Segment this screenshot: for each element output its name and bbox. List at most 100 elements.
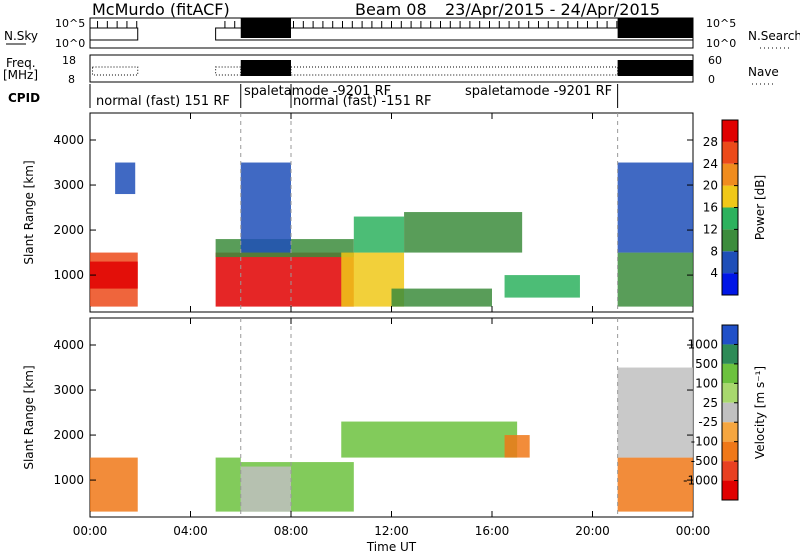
xtick-label: 04:00 [173,524,208,538]
velocity-colorbar-label: 500 [695,357,718,371]
xtick-label: 16:00 [475,524,510,538]
freq-dense-block-1 [240,60,291,76]
velocity-colorbar-title: Velocity [m s⁻¹] [753,366,767,459]
power-colorbar-swatch [722,273,738,295]
nsky-tick-top: 10^5 [55,17,86,30]
velocity-colorbar-label: -1000 [683,474,718,488]
power-echo-region [504,275,580,298]
power-colorbar-title: Power [dB] [753,175,767,240]
velocity-colorbar-label: 25 [703,396,718,410]
power-echo-region [617,162,693,253]
nsearch-tick-bottom: 10^0 [706,37,737,50]
power-colorbar-swatch [722,251,738,274]
nave-label: Nave [748,65,779,79]
freq-tick-bottom: 8 [68,73,75,86]
velocity-colorbar-label: 100 [695,376,718,390]
power-colorbar-swatch [722,120,738,142]
velocity-colorbar-swatch [722,363,738,384]
beam-label: Beam 08 [355,0,427,19]
velocity-colorbar-swatch [722,461,738,481]
power-echo-region [353,216,405,253]
velocity-ytick-label: 4000 [53,338,84,352]
velocity-colorbar-swatch [722,422,738,442]
power-echo-region [391,288,492,307]
power-ylabel: Slant Range [km] [22,160,36,264]
velocity-colorbar-swatch [722,480,738,500]
freq-panel-frame [89,54,694,83]
velocity-ytick-label: 3000 [53,383,84,397]
xtick-label: 08:00 [274,524,309,538]
velocity-echo-region [617,457,693,512]
power-ytick-label: 1000 [53,268,84,282]
power-colorbar-swatch [722,163,738,186]
station-title: McMurdo (fitACF) [92,0,230,19]
nsky-trace-0 [89,27,139,41]
velocity-colorbar-swatch [722,344,738,364]
freq-label-line2: [MHz] [3,68,39,82]
nsky-label: N.Sky [4,29,39,43]
power-colorbar-swatch [722,207,738,230]
velocity-panel-frame [89,317,694,518]
power-colorbar-swatch [722,185,738,208]
velocity-ytick-label: 1000 [53,473,84,487]
power-colorbar-label: 8 [710,244,718,258]
cpid-segment-2: spaletamode -9201 RF [244,84,392,99]
velocity-colorbar-frame [721,324,739,501]
power-echo-region [90,261,138,289]
cpid-segment-1: normal (fast) 151 RF [96,94,230,109]
velocity-echo-region [90,457,138,512]
xtick-label: 12:00 [374,524,409,538]
cpid-segment-3: normal (fast) -151 RF [293,94,432,109]
velocity-colorbar-swatch [722,325,738,345]
power-colorbar-label: 20 [703,179,718,193]
power-echo-region [115,162,136,195]
velocity-colorbar-label: 1000 [687,337,718,351]
power-ytick-label: 4000 [53,133,84,147]
power-colorbar-label: 28 [703,135,718,149]
nave-tick-top: 60 [708,54,722,67]
nsearch-tick-top: 10^5 [706,17,737,30]
nsky-dense-block-1 [240,18,291,38]
nsky-dense-block-2 [617,18,693,38]
nsearch-label: N.Search [748,29,800,43]
nsky-tick-bottom: 10^0 [55,37,86,50]
freq-trace-0 [92,66,139,76]
power-echo-region [404,212,523,253]
power-echo-region [617,252,693,307]
xtick-label: 00:00 [73,524,108,538]
xtick-label: 20:00 [575,524,610,538]
velocity-echo-region [504,435,530,458]
power-colorbar-label: 4 [710,266,718,280]
power-colorbar-label: 16 [703,201,718,215]
power-colorbar-label: 24 [703,157,718,171]
velocity-colorbar-swatch [722,383,738,403]
velocity-echo-region [617,367,693,458]
nave-tick-bottom: 0 [708,73,715,86]
velocity-ytick-label: 2000 [53,428,84,442]
power-ytick-label: 3000 [53,178,84,192]
velocity-echo-region [215,457,241,512]
velocity-colorbar-swatch [722,402,738,423]
xaxis-label: Time UT [366,540,417,554]
power-colorbar-swatch [722,229,738,252]
velocity-ylabel: Slant Range [km] [22,365,36,469]
cpid-label: CPID [8,91,41,105]
freq-tick-top: 18 [62,54,76,67]
cpid-segment-4: spaletamode -9201 RF [465,84,613,99]
power-colorbar-label: 12 [703,222,718,236]
velocity-echo-region [240,466,291,512]
freq-trace-1 [215,66,242,76]
velocity-colorbar-label: -500 [691,454,718,468]
velocity-colorbar-swatch [722,441,738,462]
freq-dense-block-2 [617,60,693,76]
power-colorbar-swatch [722,141,738,164]
xtick-label: 00:00 [676,524,711,538]
power-ytick-label: 2000 [53,223,84,237]
velocity-colorbar-label: -25 [698,415,718,429]
freq-label-line1: Freq. [6,56,36,70]
date-range: 23/Apr/2015 - 24/Apr/2015 [445,0,661,19]
velocity-echo-region [341,421,518,458]
power-echo-region [215,252,354,307]
power-echo-region [240,162,291,253]
